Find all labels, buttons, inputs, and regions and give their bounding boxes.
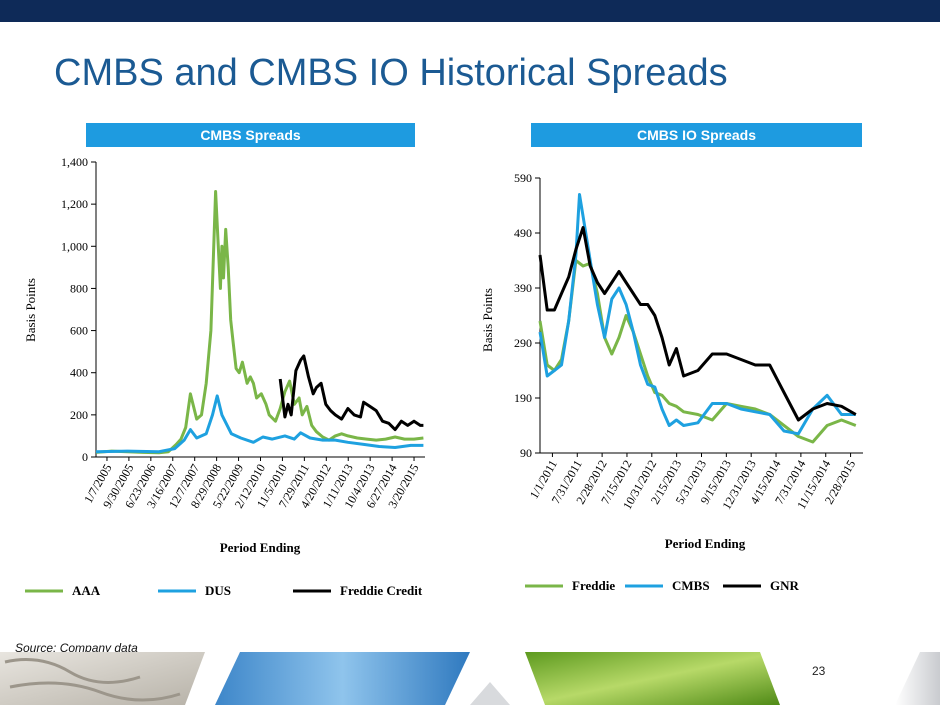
y-tick-label: 590 [514,171,532,185]
legend-label-dus: DUS [205,583,231,598]
y-tick-label: 1,000 [61,239,88,253]
cmbs-spreads-header: CMBS Spreads [86,123,415,147]
y-tick-label: 1,200 [61,197,88,211]
series-line-freddie-credit [278,354,424,432]
series-line-gnr [538,226,857,422]
y-tick-label: 490 [514,226,532,240]
series-line-dus [95,394,424,454]
y-tick-label: 190 [514,391,532,405]
legend-label-aaa: AAA [72,583,101,598]
cmbs-io-spreads-header: CMBS IO Spreads [531,123,862,147]
rope-image [0,652,205,705]
cmbs-spreads-chart: 02004006008001,0001,2001,4001/7/20059/30… [23,155,425,598]
footer-image-strip [0,652,940,705]
y-axis-title: Basis Points [23,278,38,342]
legend-label-freddie-credit: Freddie Credit [340,583,423,598]
series-line-freddie [538,259,857,444]
divider-triangle [470,682,510,705]
series-line-cmbs [538,193,856,436]
series-line-aaa [95,190,424,455]
y-axis-title: Basis Points [480,288,495,352]
cmbs-io-spreads-chart: 901902903904905901/1/20117/31/20112/28/2… [480,171,863,593]
top-bar [0,0,940,22]
y-tick-label: 390 [514,281,532,295]
x-axis-title: Period Ending [665,536,746,551]
source-note: Source: Company data [15,641,138,655]
y-tick-label: 90 [520,446,532,460]
page-number: 23 [812,664,826,678]
y-tick-label: 400 [70,366,88,380]
y-tick-label: 800 [70,281,88,295]
x-axis-title: Period Ending [220,540,301,555]
y-tick-label: 0 [82,450,88,464]
sky-image [215,652,470,705]
y-tick-label: 290 [514,336,532,350]
y-tick-label: 600 [70,324,88,338]
grey-panel [895,652,940,705]
legend-label-cmbs: CMBS [672,578,710,593]
y-tick-label: 1,400 [61,155,88,169]
slide-title: CMBS and CMBS IO Historical Spreads [54,52,728,94]
legend-label-freddie: Freddie [572,578,615,593]
legend-label-gnr: GNR [770,578,800,593]
leaf-image [525,652,780,705]
y-tick-label: 200 [70,408,88,422]
